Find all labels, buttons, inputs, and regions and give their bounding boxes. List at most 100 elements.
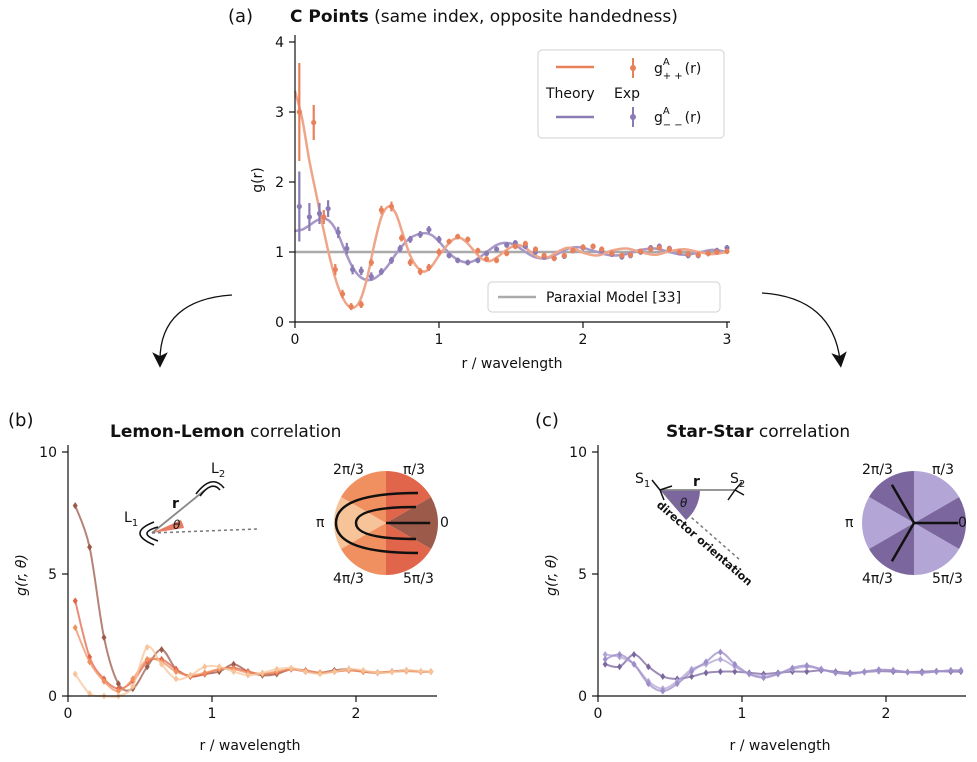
- panel-b-ytick-label: 5: [48, 567, 57, 583]
- series-marker: [876, 666, 882, 674]
- exp-pp-point: [504, 250, 510, 256]
- series-marker: [403, 666, 409, 674]
- panel-a-ytick-label: 2: [275, 175, 284, 191]
- panel-a-xlabel: r / wavelength: [462, 356, 563, 372]
- wheel-label: 4π/3: [862, 571, 893, 587]
- exp-pp-point: [580, 244, 586, 250]
- series-marker: [905, 668, 911, 676]
- exp-pp-point: [311, 119, 317, 126]
- exp-pp-point: [561, 252, 567, 259]
- series-marker: [202, 669, 208, 677]
- exp-mm-point: [494, 246, 500, 252]
- panel-a-title: C Points (same index, opposite handednes…: [290, 7, 678, 27]
- series-marker: [187, 671, 193, 679]
- series-marker: [130, 675, 136, 683]
- exp-pp-point: [676, 249, 683, 255]
- series-marker: [933, 668, 939, 676]
- wheel-slice: [386, 471, 432, 523]
- panel-c-label: (c): [535, 410, 559, 431]
- series-marker: [389, 668, 395, 676]
- exp-pp-point: [619, 252, 625, 259]
- series-marker: [245, 671, 251, 679]
- panel-a-x-ticks: 0 1 2 3: [291, 322, 731, 348]
- panel-a-title-bold: C Points: [290, 7, 369, 27]
- series-marker: [746, 670, 752, 678]
- panel-b: (b) Lemon-Lemon correlation 0 1 2 0 5 10…: [8, 410, 449, 754]
- panel-c-plot-area: [602, 648, 964, 695]
- lemon-wheel-labels: 0 π/3 2π/3 π 4π/3 5π/3: [316, 462, 449, 587]
- exp-pp-point: [512, 243, 518, 249]
- series-marker: [346, 665, 352, 673]
- panel-b-xlabel: r / wavelength: [200, 738, 301, 754]
- exp-pp-point: [465, 236, 471, 242]
- panel-b-plot-area: [72, 502, 434, 700]
- exp-pp-point: [590, 243, 596, 249]
- series-marker: [159, 646, 165, 654]
- series-marker: [919, 669, 925, 677]
- exp-pp-point: [426, 264, 432, 270]
- series-marker: [317, 670, 323, 678]
- legend-exp-label: Exp: [614, 86, 640, 102]
- wheel-label: 4π/3: [333, 571, 364, 587]
- series-marker: [645, 663, 651, 671]
- series-marker: [130, 682, 136, 690]
- inset-theta-label: θ: [173, 518, 181, 532]
- wheel-slice: [868, 523, 914, 575]
- exp-pp-point: [455, 234, 461, 240]
- wheel-label: π: [316, 515, 325, 531]
- exp-mm-point: [407, 236, 413, 242]
- series-marker: [159, 660, 165, 668]
- panel-c-ytick-label: 10: [569, 445, 587, 461]
- wheel-slice: [914, 471, 960, 523]
- series-marker: [72, 670, 78, 678]
- series-marker: [631, 660, 637, 668]
- series-marker: [689, 672, 695, 680]
- exp-pp-point: [388, 203, 395, 210]
- series-marker: [231, 660, 237, 668]
- series-marker: [861, 668, 867, 676]
- panel-b-y-ticks: 0 5 10: [39, 445, 68, 705]
- series-marker: [761, 674, 767, 682]
- series-marker: [303, 668, 309, 676]
- panel-c-xtick-label: 1: [738, 706, 747, 722]
- exp-mm-point: [436, 236, 442, 242]
- exp-pp-point: [541, 252, 547, 259]
- exp-mm-point: [296, 203, 302, 210]
- panel-b-ytick-label: 10: [39, 445, 57, 461]
- inset-r-label: r: [172, 496, 179, 512]
- lemon-angle-wheel: [334, 471, 438, 575]
- panel-b-x-ticks: 0 1 2: [64, 696, 361, 722]
- exp-pp-point: [522, 241, 529, 247]
- exp-pp-point: [666, 246, 673, 252]
- series-marker: [144, 655, 150, 663]
- wheel-label: π/3: [403, 462, 425, 478]
- wheel-label: π/3: [932, 462, 954, 478]
- series-marker: [72, 502, 78, 510]
- exp-mm-point: [335, 229, 341, 235]
- wheel-slice: [386, 523, 432, 575]
- theory-pp-line: [293, 90, 728, 310]
- wheel-slice: [334, 497, 386, 549]
- legend-theory-label: Theory: [545, 86, 595, 102]
- panel-c-ylabel: g(r, θ): [544, 554, 560, 596]
- exp-pp-point: [358, 301, 364, 308]
- exp-pp-point: [339, 291, 346, 297]
- panel-a-title-rest: (same index, opposite handedness): [369, 7, 678, 27]
- series-marker: [617, 663, 623, 671]
- exp-pp-point: [532, 246, 539, 252]
- exp-mm-point: [350, 266, 356, 273]
- exp-mm-point: [417, 231, 423, 238]
- series-marker: [775, 670, 781, 678]
- wheel-label: 0: [958, 515, 967, 531]
- series-marker: [958, 666, 964, 674]
- series-marker: [804, 662, 810, 669]
- exp-pp-point: [436, 249, 442, 255]
- exp-mm-point: [316, 210, 323, 217]
- series-marker: [660, 687, 666, 695]
- panel-c-xtick-label: 2: [882, 706, 891, 722]
- series-marker: [72, 624, 78, 632]
- exp-mm-point: [446, 252, 452, 259]
- panel-b-xtick-label: 2: [352, 706, 361, 722]
- wheel-label: π: [845, 515, 854, 531]
